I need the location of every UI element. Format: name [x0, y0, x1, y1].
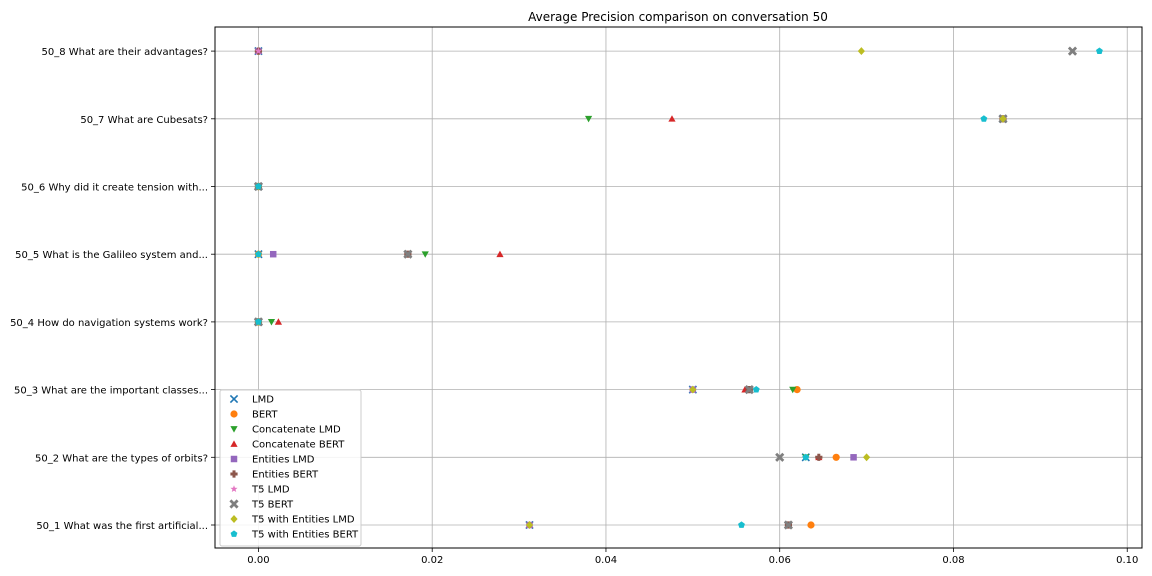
- x-tick-label: 0.02: [421, 555, 443, 566]
- legend-marker: [230, 470, 238, 478]
- grid: [215, 27, 1142, 548]
- legend-label: T5 with Entities LMD: [251, 515, 355, 526]
- series-t5-bert: [253, 46, 1078, 530]
- data-point: [789, 386, 797, 394]
- series-t5-with-entities-bert: [255, 47, 1103, 528]
- series-bert: [254, 47, 1007, 529]
- series-entities-bert: [254, 47, 1007, 529]
- data-point: [815, 453, 823, 461]
- legend-marker: [230, 485, 238, 493]
- data-point: [783, 520, 793, 530]
- data-point: [857, 47, 865, 56]
- legend-marker: [230, 515, 238, 523]
- y-tick-label: 50_4 How do navigation systems work?: [10, 318, 208, 329]
- legend-label: T5 with Entities BERT: [251, 530, 359, 541]
- series-entities-lmd: [255, 47, 1007, 529]
- x-tick-label: 0.08: [942, 555, 964, 566]
- data-point: [496, 250, 504, 258]
- data-point: [802, 453, 810, 461]
- data-point: [255, 182, 262, 190]
- y-tick-label: 50_5 What is the Galileo system and...: [15, 250, 208, 261]
- data-point: [738, 521, 745, 528]
- legend-label: T5 BERT: [251, 500, 294, 511]
- axes: 0.00 0.02 0.04 0.06 0.08 0.10 50_1 What was th…: [10, 26, 1143, 566]
- data-point: [1067, 46, 1078, 56]
- data-point: [832, 453, 840, 461]
- legend-marker: [230, 440, 238, 447]
- legend-label: T5 LMD: [251, 485, 290, 496]
- data-point: [744, 385, 754, 395]
- y-tick-label: 50_1 What was the first artificial...: [36, 521, 208, 532]
- legend-label: Entities BERT: [252, 470, 319, 481]
- chart-title: Average Precision comparison on conversa…: [528, 10, 828, 24]
- legend-marker: [230, 530, 238, 537]
- data-point: [269, 250, 277, 258]
- series-lmd: [254, 46, 1008, 530]
- data-point: [254, 47, 263, 55]
- data-point: [421, 251, 429, 258]
- legend-marker: [229, 394, 239, 404]
- legend-marker: [230, 426, 238, 433]
- x-tick-label: 0.10: [1116, 555, 1138, 566]
- series-t5-lmd: [254, 47, 1007, 529]
- x-tick-label: 0.04: [595, 555, 617, 566]
- data-point: [255, 318, 262, 325]
- data-point: [752, 386, 760, 393]
- y-tick-label: 50_2 What are the types of orbits?: [35, 453, 208, 464]
- plot-frame: [214, 26, 1143, 549]
- y-tick-label: 50_8 What are their advantages?: [42, 47, 208, 58]
- data-point: [807, 521, 815, 529]
- data-point: [1096, 47, 1103, 55]
- legend-label: LMD: [252, 395, 274, 406]
- legend-marker: [230, 410, 238, 418]
- data-point: [403, 249, 413, 259]
- data-point: [274, 318, 283, 325]
- legend-marker: [229, 499, 239, 509]
- data-point: [775, 452, 785, 462]
- y-tick-label: 50_6 Why did it create tension with...: [21, 183, 208, 194]
- legend-label: BERT: [252, 410, 278, 421]
- data-point: [999, 114, 1007, 123]
- legend-label: Concatenate LMD: [252, 425, 341, 436]
- series-t5-with-entities-lmd: [254, 47, 1007, 529]
- data-point: [267, 319, 276, 326]
- data-point: [862, 453, 871, 462]
- data-point: [584, 115, 593, 123]
- legend: LMD BERT Concatenate LMD Concatenate BERT En…: [219, 389, 362, 547]
- data-point: [980, 115, 988, 122]
- legend-marker: [230, 455, 238, 463]
- legend-label: Concatenate BERT: [252, 440, 345, 451]
- data-points: [253, 46, 1103, 530]
- y-tick-label: 50_7 What are Cubesats?: [80, 115, 208, 126]
- legend-box: [219, 389, 362, 547]
- data-point: [850, 454, 857, 461]
- data-point: [668, 115, 676, 122]
- data-point: [255, 250, 262, 258]
- y-tick-label: 50_3 What are the important classes...: [14, 386, 208, 397]
- legend-label: Entities LMD: [252, 455, 315, 466]
- x-tick-label: 0.00: [247, 555, 269, 566]
- x-tick-label: 0.06: [769, 555, 791, 566]
- data-point: [525, 521, 534, 529]
- data-point: [689, 385, 697, 394]
